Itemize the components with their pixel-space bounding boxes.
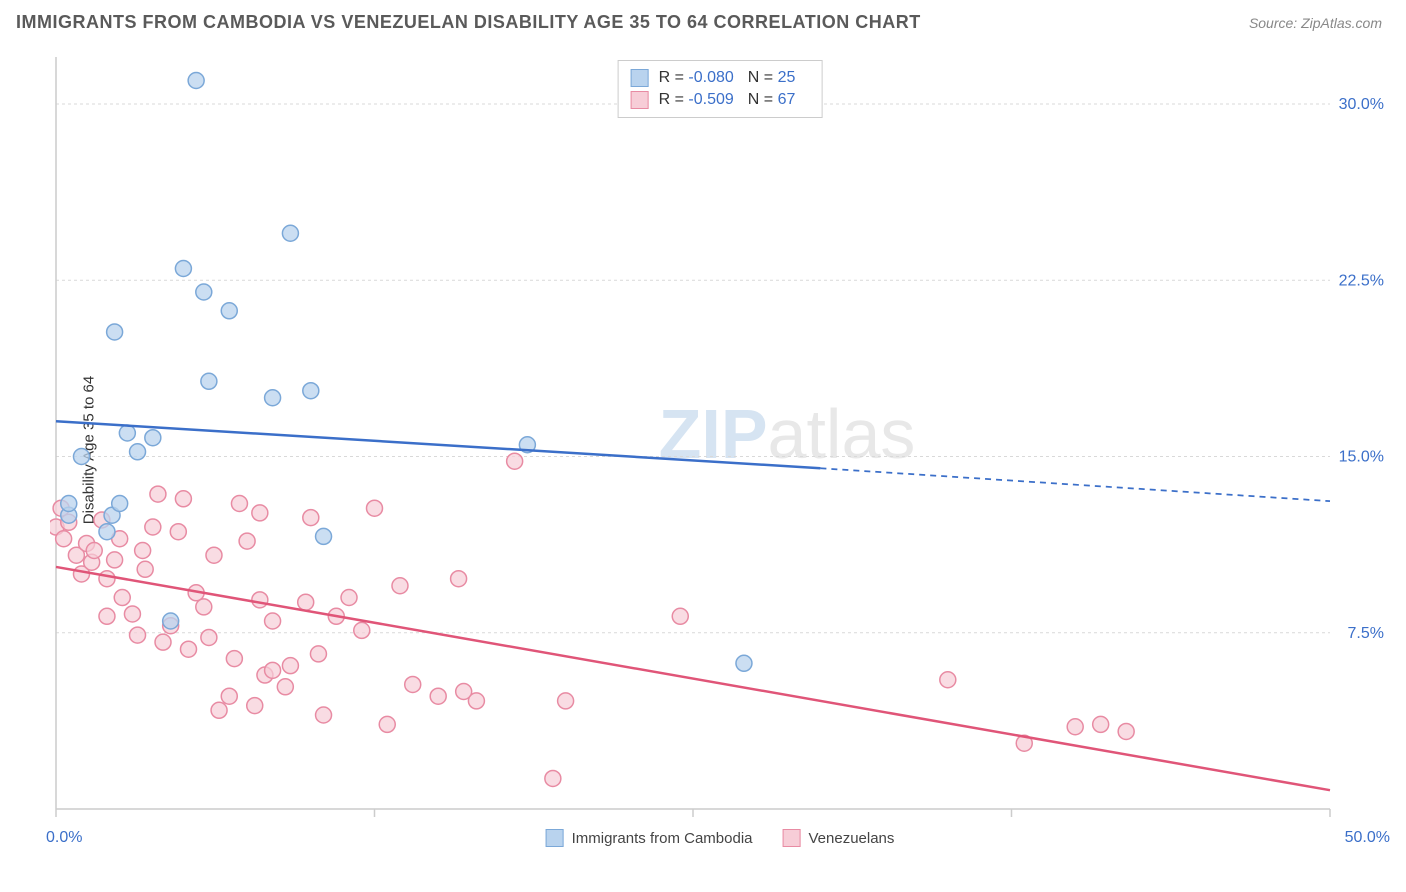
stat-n-label: N = [748, 69, 778, 86]
legend-swatch-cambodia [546, 829, 564, 847]
svg-text:15.0%: 15.0% [1339, 449, 1384, 466]
legend-item-venezuelan: Venezuelans [782, 829, 894, 847]
stat-n-venezuelan: 67 [778, 91, 796, 108]
legend-item-cambodia: Immigrants from Cambodia [546, 829, 753, 847]
stat-r-label: R = [659, 69, 689, 86]
source-attribution: Source: ZipAtlas.com [1249, 15, 1382, 31]
stats-legend: R = -0.080 N = 25 R = -0.509 N = 67 [618, 60, 823, 118]
scatter-plot-svg: 7.5% 15.0% 22.5% 30.0% [50, 55, 1390, 845]
stat-r-label: R = [659, 91, 689, 108]
stat-r-cambodia: -0.080 [688, 69, 733, 86]
chart-container: Disability Age 35 to 64 ZIPatlas 7.5%15.… [50, 55, 1390, 845]
legend-label-cambodia: Immigrants from Cambodia [572, 830, 753, 847]
stat-r-venezuelan: -0.509 [688, 91, 733, 108]
legend-label-venezuelan: Venezuelans [808, 830, 894, 847]
stats-row-venezuelan: R = -0.509 N = 67 [631, 89, 810, 111]
swatch-venezuelan [631, 91, 649, 109]
stat-n-label: N = [748, 91, 778, 108]
svg-text:7.5%: 7.5% [1348, 625, 1384, 642]
stat-n-cambodia: 25 [778, 69, 796, 86]
swatch-cambodia [631, 69, 649, 87]
stats-row-cambodia: R = -0.080 N = 25 [631, 67, 810, 89]
x-axis-max-label: 50.0% [1345, 829, 1390, 847]
page-header: IMMIGRANTS FROM CAMBODIA VS VENEZUELAN D… [0, 0, 1406, 41]
series-legend: Immigrants from Cambodia Venezuelans [546, 829, 895, 847]
legend-swatch-venezuelan [782, 829, 800, 847]
chart-title: IMMIGRANTS FROM CAMBODIA VS VENEZUELAN D… [16, 12, 921, 33]
svg-text:30.0%: 30.0% [1339, 96, 1384, 113]
svg-text:22.5%: 22.5% [1339, 272, 1384, 289]
x-axis-min-label: 0.0% [46, 829, 82, 847]
